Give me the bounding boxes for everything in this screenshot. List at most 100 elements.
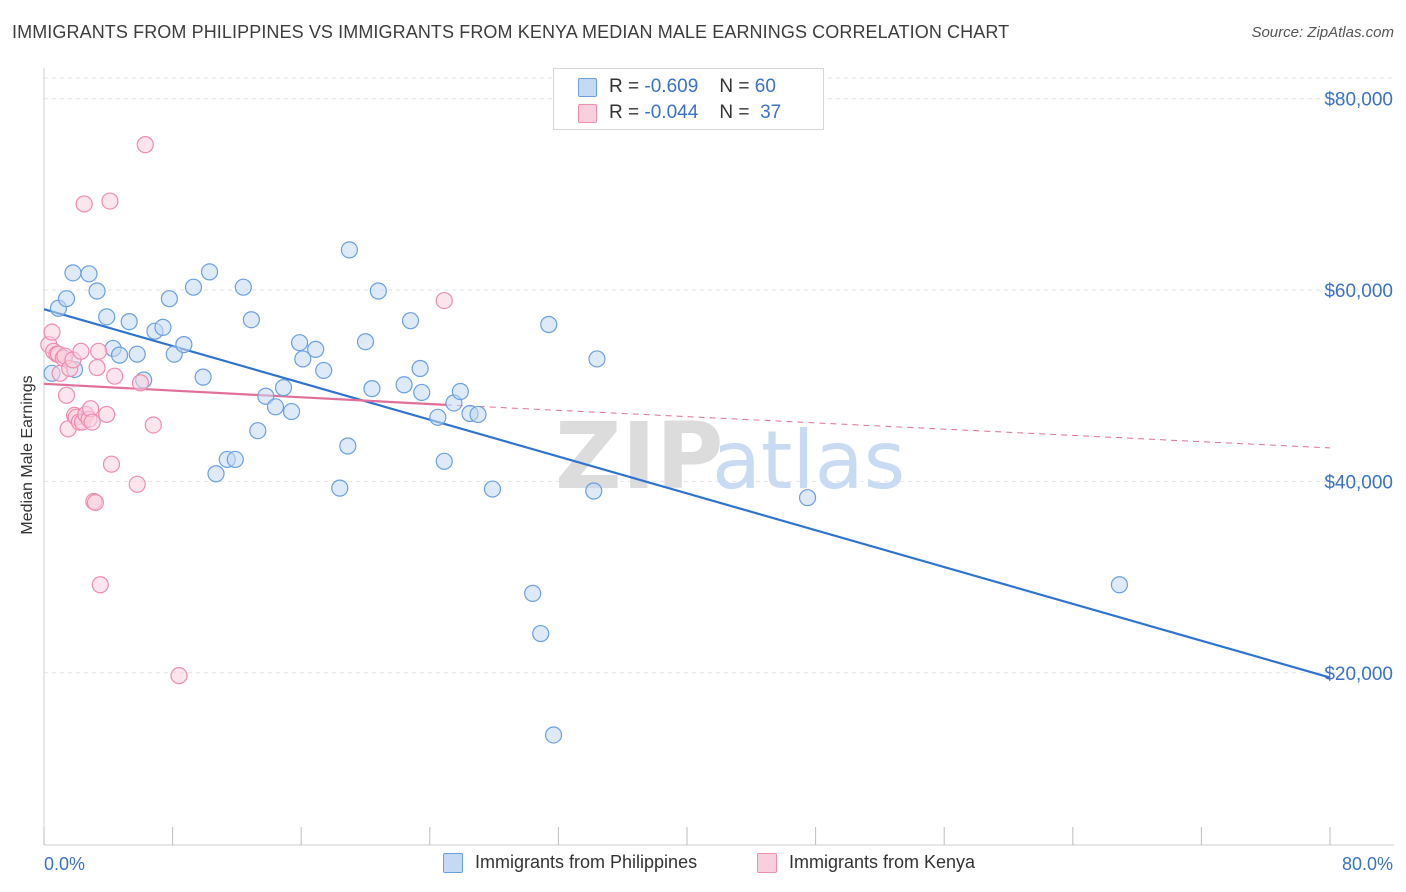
point-philippines <box>339 437 357 455</box>
data-points <box>40 136 1129 744</box>
point-kenya <box>75 195 93 213</box>
point-kenya <box>170 667 188 685</box>
point-philippines <box>98 308 116 326</box>
point-philippines <box>356 333 375 351</box>
point-kenya <box>106 367 124 385</box>
point-philippines <box>307 340 325 358</box>
point-philippines <box>369 282 387 300</box>
point-philippines <box>110 346 129 364</box>
x-tick-label: 80.0% <box>1342 854 1393 874</box>
point-philippines <box>524 584 542 602</box>
y-tick-label: $40,000 <box>1324 472 1393 493</box>
point-philippines <box>207 465 225 483</box>
point-philippines <box>249 422 267 440</box>
trend-lines <box>43 308 1331 679</box>
point-kenya <box>86 493 105 512</box>
point-philippines <box>226 450 244 469</box>
legend-r-value: -0.609 <box>644 76 699 97</box>
point-philippines <box>798 489 817 507</box>
point-philippines <box>331 479 349 497</box>
point-philippines <box>1110 576 1129 594</box>
watermark-zip: ZIP <box>555 403 723 510</box>
point-philippines <box>274 379 293 397</box>
point-philippines <box>540 315 558 334</box>
point-kenya <box>136 136 154 154</box>
legend-r-label: R = <box>609 102 640 123</box>
legend-swatch-philippines <box>578 77 597 97</box>
point-philippines <box>401 312 420 330</box>
point-philippines <box>363 380 381 398</box>
bottom-swatch-philippines <box>443 852 463 873</box>
bottom-legend-label-kenya: Immigrants from Kenya <box>789 852 976 872</box>
point-philippines <box>234 278 252 296</box>
point-kenya <box>72 342 90 360</box>
point-philippines <box>242 311 260 329</box>
legend-r-label: R = <box>609 76 640 97</box>
point-philippines <box>435 452 453 470</box>
point-philippines <box>340 241 359 259</box>
point-kenya <box>90 342 108 360</box>
y-tick-label: $60,000 <box>1324 281 1393 302</box>
point-philippines <box>483 480 502 498</box>
point-philippines <box>588 350 606 368</box>
point-philippines <box>411 359 429 378</box>
bottom-legend-philippines: Immigrants from Philippines <box>443 852 697 873</box>
correlation-legend: R = -0.609 N = 60 R = -0.044 N = 37 <box>553 68 824 130</box>
trend-line-kenya <box>445 404 1331 449</box>
point-philippines <box>315 361 333 380</box>
point-philippines <box>585 482 603 500</box>
point-philippines <box>88 282 106 300</box>
point-kenya <box>102 455 121 473</box>
point-philippines <box>80 265 98 283</box>
y-tick-label: $80,000 <box>1324 90 1393 111</box>
point-kenya <box>43 323 61 341</box>
point-philippines <box>544 726 563 744</box>
legend-swatch-kenya <box>578 103 597 123</box>
point-kenya <box>88 358 106 377</box>
point-philippines <box>160 290 178 308</box>
y-axis-title: Median Male Earnings <box>19 375 36 534</box>
point-philippines <box>154 318 172 336</box>
x-tick-label: 0.0% <box>44 854 85 874</box>
grid-lines <box>44 77 1394 674</box>
point-kenya <box>435 291 453 310</box>
point-kenya <box>101 192 119 210</box>
point-philippines <box>290 334 309 352</box>
point-kenya <box>98 405 116 424</box>
y-tick-label: $20,000 <box>1324 664 1393 685</box>
axes <box>43 68 1394 846</box>
point-philippines <box>532 624 550 643</box>
point-philippines <box>429 408 447 426</box>
point-philippines <box>266 398 285 416</box>
legend-n-value: 60 <box>754 76 776 97</box>
point-kenya <box>83 413 101 431</box>
point-philippines <box>184 278 203 296</box>
point-philippines <box>257 387 275 405</box>
point-philippines <box>194 368 212 386</box>
legend-row-kenya: R = -0.044 N = 37 <box>554 101 781 125</box>
trend-line-philippines <box>43 308 1331 679</box>
legend-n-label: N = <box>719 102 750 123</box>
point-philippines <box>413 383 431 402</box>
point-philippines <box>120 313 138 331</box>
point-philippines <box>64 264 82 282</box>
bottom-swatch-kenya <box>757 852 777 873</box>
point-philippines <box>175 335 193 354</box>
point-kenya <box>131 374 150 392</box>
point-philippines <box>294 350 312 368</box>
point-philippines <box>200 263 219 281</box>
legend-n-value: 37 <box>760 102 782 123</box>
trend-line-kenya <box>43 382 446 406</box>
point-philippines <box>451 382 469 401</box>
legend-row-philippines: R = -0.609 N = 60 <box>554 75 776 99</box>
point-philippines <box>469 405 487 424</box>
point-kenya <box>91 576 109 594</box>
legend-r-value: -0.044 <box>644 102 699 123</box>
point-kenya <box>128 475 146 493</box>
bottom-legend-kenya: Immigrants from Kenya <box>757 852 975 873</box>
point-kenya <box>144 416 162 434</box>
point-kenya <box>57 386 76 404</box>
chart-title: IMMIGRANTS FROM PHILIPPINES VS IMMIGRANT… <box>12 22 1010 42</box>
legend-n-label: N = <box>719 76 750 97</box>
